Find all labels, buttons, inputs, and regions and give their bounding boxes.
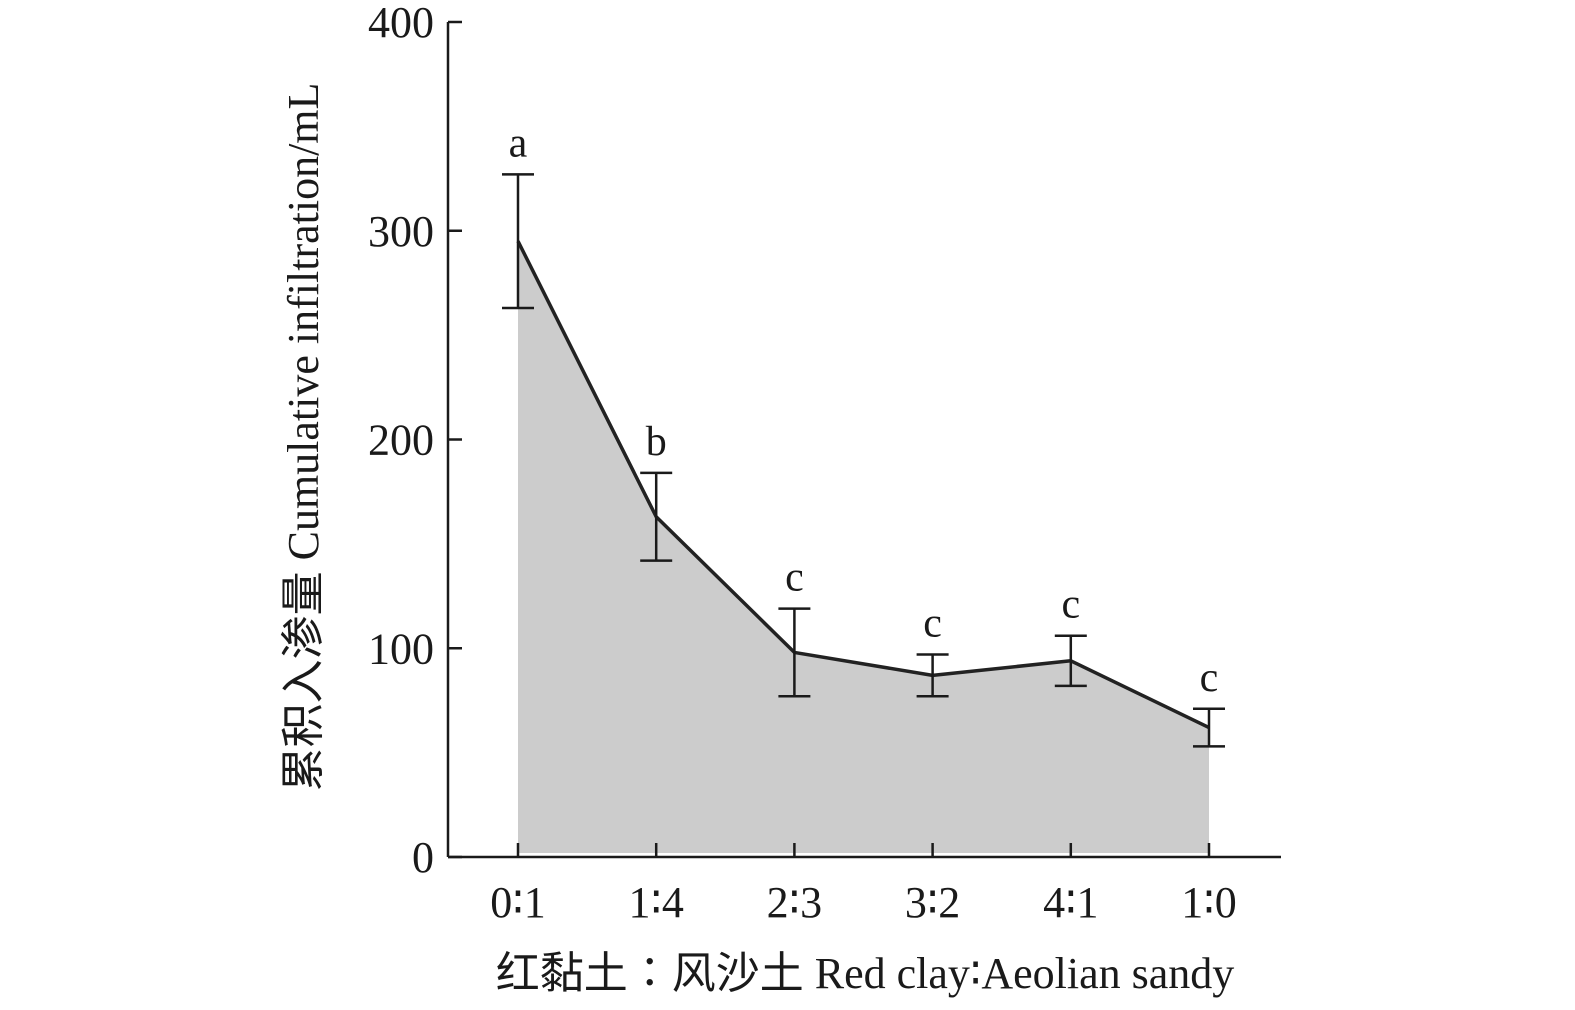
y-tick-label: 400: [368, 0, 434, 47]
x-axis-title: 红黏土∶风沙土 Red clay∶Aeolian sandy: [496, 949, 1235, 998]
plot-area: [516, 240, 1210, 853]
significance-label: c: [923, 601, 942, 647]
x-tick-label: 0∶1: [490, 878, 545, 927]
error-bar: [916, 653, 949, 698]
significance-label: a: [509, 120, 528, 166]
significance-label: c: [1200, 655, 1219, 701]
x-tick-label: 3∶2: [905, 878, 960, 927]
series-line: [516, 240, 1210, 730]
significance-label: b: [646, 419, 667, 465]
error-bar: [1193, 707, 1225, 748]
significance-label: c: [1061, 582, 1080, 628]
error-bar: [1054, 634, 1087, 688]
x-tick-label: 1∶0: [1181, 878, 1236, 927]
y-tick-label: 300: [368, 207, 434, 256]
y-tick-label: 0: [412, 833, 434, 882]
error-bar: [640, 471, 673, 562]
significance-labels: a b c c c c: [509, 120, 1219, 700]
error-bar: [778, 607, 811, 698]
x-tick-label: 1∶4: [628, 878, 683, 927]
y-axis-title: 累积入渗量 Cumulative infiltration/mL: [279, 83, 328, 792]
y-tick-label: 200: [368, 416, 434, 465]
y-tick-label: 100: [368, 624, 434, 673]
significance-label: c: [785, 555, 804, 601]
x-ticks: 0∶1 1∶4 2∶3 3∶2 4∶1 1∶0: [490, 843, 1237, 927]
error-bar: [502, 173, 534, 310]
x-tick-label: 2∶3: [767, 878, 822, 927]
area-fill: [518, 241, 1209, 853]
x-tick-label: 4∶1: [1043, 878, 1098, 927]
error-bars: [502, 173, 1225, 748]
y-ticks: 0 100 200 300 400: [368, 0, 462, 882]
